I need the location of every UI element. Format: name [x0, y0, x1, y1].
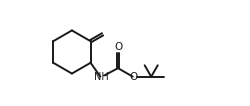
Text: NH: NH — [94, 72, 108, 82]
Text: O: O — [129, 72, 138, 82]
Text: O: O — [114, 42, 122, 52]
